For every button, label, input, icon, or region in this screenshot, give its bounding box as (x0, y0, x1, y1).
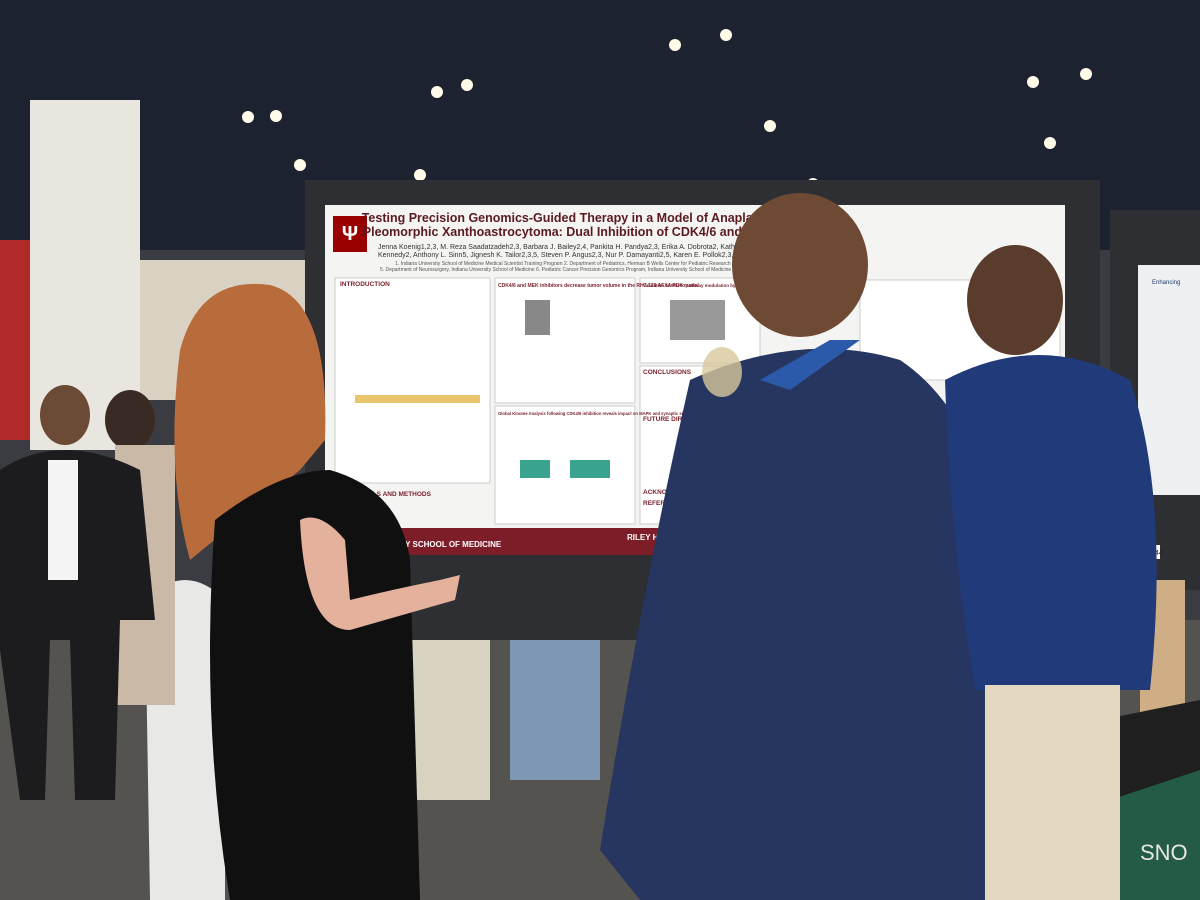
figure (355, 395, 480, 403)
figure (525, 300, 550, 335)
iu-logo-mark: Ψ (342, 223, 358, 245)
ceiling-light (414, 169, 426, 181)
legs (510, 640, 600, 780)
section-heading: CONCLUSIONS (643, 369, 692, 376)
panel (334, 277, 491, 484)
ceiling-light (720, 29, 732, 41)
ceiling-light (294, 159, 306, 171)
ceiling-light (242, 111, 254, 123)
person-jacket (600, 348, 1050, 900)
person-head (40, 385, 90, 445)
person-jacket (945, 355, 1157, 690)
bag (1110, 770, 1200, 900)
red-wall (0, 240, 30, 440)
poster-affiliation: 5. Department of Neurosurgery, Indiana U… (380, 267, 731, 273)
poster-footer-right: RILEY HOSPI (627, 533, 678, 542)
section-heading: CDK4/6 and MEK inhibitors decrease tumor… (498, 283, 699, 289)
legs (410, 640, 490, 800)
person-arm (300, 517, 460, 630)
section-heading: ACKNOWLE (643, 489, 682, 496)
ceiling-light (1080, 68, 1092, 80)
section-heading: INTRODUCTION (340, 281, 390, 288)
poster-footer-left: ITY SCHOOL OF MEDICINE (398, 540, 502, 549)
person-hair (174, 283, 326, 560)
poster-affiliation: 1. Indiana University School of Medicine… (395, 261, 731, 267)
panel (494, 405, 636, 525)
section-heading: ALS AND METHODS (368, 491, 432, 498)
ceiling-light (1044, 137, 1056, 149)
ceiling-light (431, 86, 443, 98)
section-heading: FUTURE DIRECTIONS (643, 416, 712, 423)
figure (670, 300, 725, 340)
figure (520, 460, 550, 478)
panel (494, 277, 636, 404)
ceiling-light (764, 120, 776, 132)
poster-authors: Kennedy2, Anthony L. Sinn5, Jignesh K. T… (378, 252, 743, 259)
ceiling-light (270, 110, 282, 122)
ceiling-light (669, 39, 681, 51)
figure (570, 460, 610, 478)
shirt (48, 460, 78, 580)
cup (702, 347, 742, 397)
person-legs (985, 685, 1120, 900)
pillar (30, 100, 140, 450)
poster-authors: Jenna Koenig1,2,3, M. Reza Saadatzadeh2,… (378, 244, 791, 251)
lanyard (760, 340, 860, 390)
bag-text: SNO (1140, 840, 1188, 865)
side-poster-title: Enhancing (1152, 280, 1180, 286)
person-head (967, 245, 1063, 355)
ceiling-light (1027, 76, 1039, 88)
ceiling-light (461, 79, 473, 91)
poster-title: Pleomorphic Xanthoastrocytoma: Dual Inhi… (363, 225, 773, 239)
person-head (105, 390, 155, 450)
section-heading: Global Kinome Analysis following CDK4/6 … (498, 411, 719, 416)
person-body (0, 450, 155, 800)
person-head (732, 193, 868, 337)
poster-title: Testing Precision Genomics-Guided Therap… (362, 211, 775, 225)
person-body (210, 470, 420, 900)
iu-logo (333, 216, 367, 252)
